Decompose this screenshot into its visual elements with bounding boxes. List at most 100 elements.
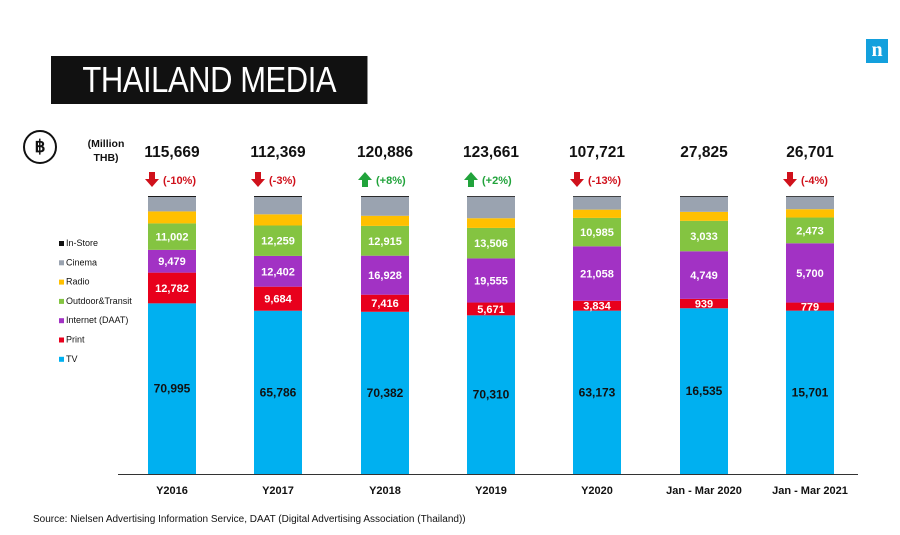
data-label-outdoor-transit: 13,506	[474, 238, 508, 250]
nielsen-logo-icon: n	[866, 39, 888, 63]
total-label: 107,721	[569, 144, 625, 161]
data-label-tv: 16,535	[686, 384, 723, 398]
data-label-internet-daat-: 9,479	[158, 256, 186, 268]
x-tick-label: Jan - Mar 2020	[666, 485, 742, 497]
total-label: 120,886	[357, 144, 413, 161]
legend-label: In-Store	[66, 238, 98, 248]
bar-segment-in-store	[254, 196, 302, 197]
arrow-down-icon	[570, 172, 584, 187]
legend-swatch-print	[59, 337, 64, 343]
bar-segment-radio	[786, 209, 834, 218]
arrow-up-icon	[464, 172, 478, 187]
unit-line-1: (Million	[87, 138, 125, 150]
data-label-internet-daat-: 12,402	[261, 266, 295, 278]
data-label-tv: 63,173	[579, 385, 616, 399]
data-label-print: 12,782	[155, 283, 189, 295]
bar-segment-print	[361, 294, 409, 312]
bar-segment-cinema	[680, 196, 728, 212]
bar-segment-internet-daat-	[148, 249, 196, 273]
data-label-tv: 15,701	[792, 385, 829, 399]
bar-segment-print	[148, 272, 196, 304]
bar-segment-radio	[573, 209, 621, 218]
bar-segment-print	[786, 302, 834, 311]
data-label-tv: 65,786	[260, 385, 297, 399]
bar-segment-internet-daat-	[786, 243, 834, 303]
data-label-print: 5,671	[477, 304, 505, 316]
bar-segment-in-store	[148, 196, 196, 197]
bar-segment-outdoor-transit	[573, 217, 621, 247]
source-note: Source: Nielsen Advertising Information …	[33, 514, 466, 525]
bar-segment-print	[573, 300, 621, 311]
change-label: (-3%)	[269, 175, 296, 187]
bar-segment-outdoor-transit	[680, 220, 728, 252]
data-label-internet-daat-: 19,555	[474, 275, 508, 287]
bar-segment-tv	[573, 310, 621, 474]
data-label-internet-daat-: 5,700	[796, 268, 824, 280]
total-label: 115,669	[144, 144, 200, 161]
legend-swatch-outdoor-transit	[59, 298, 64, 304]
bar-segment-tv	[254, 310, 302, 474]
legend-swatch-tv	[59, 356, 64, 362]
data-label-print: 939	[695, 299, 713, 311]
data-label-print: 779	[801, 302, 819, 314]
bar-segment-print	[680, 298, 728, 309]
legend-label: Print	[66, 335, 85, 345]
bar-segment-outdoor-transit	[786, 217, 834, 244]
legend-swatch-cinema	[59, 260, 64, 266]
arrow-down-icon	[145, 172, 159, 187]
bar-segment-in-store	[467, 196, 515, 197]
arrow-down-icon	[783, 172, 797, 187]
change-label: (+2%)	[482, 175, 512, 187]
bar-segment-internet-daat-	[254, 255, 302, 287]
bar-segment-radio	[148, 211, 196, 224]
x-tick-label: Y2016	[156, 485, 188, 497]
bar-segment-cinema	[573, 196, 621, 210]
legend-label: Cinema	[66, 257, 97, 267]
data-label-outdoor-transit: 3,033	[690, 231, 718, 243]
bar-segment-outdoor-transit	[254, 225, 302, 256]
arrow-down-icon	[251, 172, 265, 187]
data-label-outdoor-transit: 11,002	[155, 232, 188, 244]
legend-label: TV	[66, 354, 78, 364]
bar-segment-tv	[467, 315, 515, 474]
x-tick-label: Jan - Mar 2021	[772, 485, 848, 497]
data-label-outdoor-transit: 12,259	[261, 236, 295, 248]
x-tick-label: Y2018	[369, 485, 401, 497]
bar-segment-print	[467, 302, 515, 316]
data-label-tv: 70,995	[154, 382, 191, 396]
bar-segment-internet-daat-	[361, 255, 409, 295]
data-label-tv: 70,310	[473, 388, 510, 402]
legend-label: Radio	[66, 277, 90, 287]
legend-swatch-internet-daat-	[59, 318, 64, 324]
bar-segment-in-store	[361, 196, 409, 197]
bar-segment-radio	[680, 211, 728, 221]
data-label-internet-daat-: 21,058	[580, 269, 614, 281]
bar-segment-in-store	[680, 196, 728, 197]
data-label-print: 9,684	[264, 294, 292, 306]
data-label-internet-daat-: 16,928	[368, 270, 402, 282]
data-label-internet-daat-: 4,749	[690, 270, 718, 282]
bar-segment-tv	[148, 303, 196, 474]
baht-currency-icon: ฿	[23, 130, 57, 164]
change-label: (-13%)	[588, 175, 621, 187]
data-label-print: 3,834	[583, 301, 611, 313]
bar-segment-cinema	[254, 196, 302, 215]
x-tick-label: Y2017	[262, 485, 294, 497]
bar-segment-outdoor-transit	[467, 227, 515, 259]
bar-segment-tv	[361, 311, 409, 474]
bar-segment-tv	[680, 308, 728, 474]
bar-segment-cinema	[786, 196, 834, 210]
legend-label: Internet (DAAT)	[66, 315, 128, 325]
change-label: (+8%)	[376, 175, 406, 187]
arrow-up-icon	[358, 172, 372, 187]
total-label: 123,661	[463, 144, 519, 161]
legend-swatch-in-store	[59, 241, 64, 246]
unit-label: (Million THB)	[76, 137, 136, 165]
page-title: THAILAND MEDIA SPENDING	[51, 56, 368, 148]
x-tick-label: Y2020	[581, 485, 613, 497]
bar-segment-print	[254, 286, 302, 311]
bar-segment-cinema	[361, 196, 409, 216]
data-label-print: 7,416	[371, 298, 399, 310]
total-label: 26,701	[786, 144, 834, 161]
